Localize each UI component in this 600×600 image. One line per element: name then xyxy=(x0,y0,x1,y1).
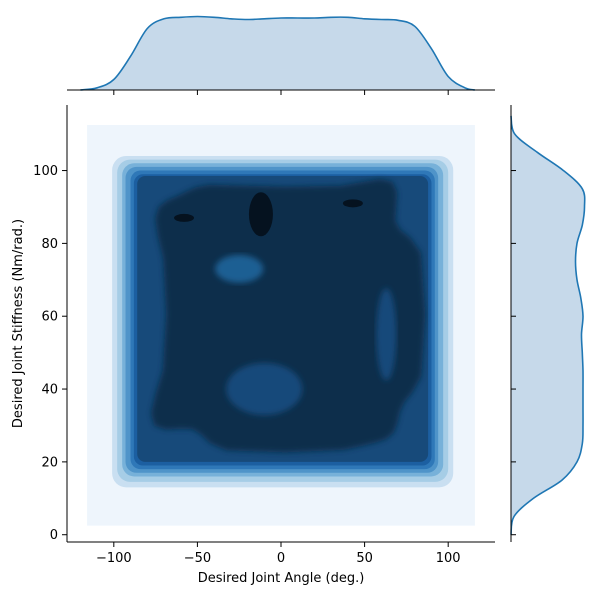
joint-density-plot xyxy=(87,125,475,526)
y-tick-label: 60 xyxy=(41,310,58,325)
marginal-x-ticks xyxy=(113,90,449,95)
marginal-x-density xyxy=(67,15,495,95)
density-core xyxy=(151,179,426,453)
density-peak xyxy=(248,192,273,237)
x-tick-label: 50 xyxy=(356,551,373,566)
marginal-y-line xyxy=(510,115,586,535)
y-tick-label: 0 xyxy=(50,528,58,543)
y-tick-label: 40 xyxy=(41,383,58,398)
marginal-x-fill xyxy=(80,16,475,90)
x-tick-label: 0 xyxy=(277,551,285,566)
x-tick-label: −100 xyxy=(96,551,132,566)
x-ticks: −100 −50 0 50 100 xyxy=(96,542,461,566)
density-peak xyxy=(174,213,195,222)
density-core-region xyxy=(151,179,426,453)
marginal-x-line xyxy=(80,15,476,91)
y-axis-label: Desired Joint Stiffness (Nm/rad.) xyxy=(11,219,26,428)
marginal-y-density xyxy=(510,105,586,542)
y-tick-label: 80 xyxy=(41,237,58,252)
marginal-y-ticks xyxy=(511,170,516,536)
x-tick-label: −50 xyxy=(184,551,211,566)
y-tick-label: 100 xyxy=(33,164,58,179)
density-lower-region xyxy=(215,254,264,283)
marginal-y-fill xyxy=(511,115,585,535)
x-axis-label: Desired Joint Angle (deg.) xyxy=(198,571,365,586)
y-tick-label: 20 xyxy=(41,455,58,470)
y-ticks: 0 20 40 60 80 100 xyxy=(33,164,67,543)
joint-axes: −100 −50 0 50 100 0 20 40 60 80 100 xyxy=(33,105,495,566)
density-peak xyxy=(342,199,363,208)
density-lower-region xyxy=(226,363,303,416)
density-lower-region xyxy=(376,288,397,381)
x-tick-label: 100 xyxy=(436,551,461,566)
